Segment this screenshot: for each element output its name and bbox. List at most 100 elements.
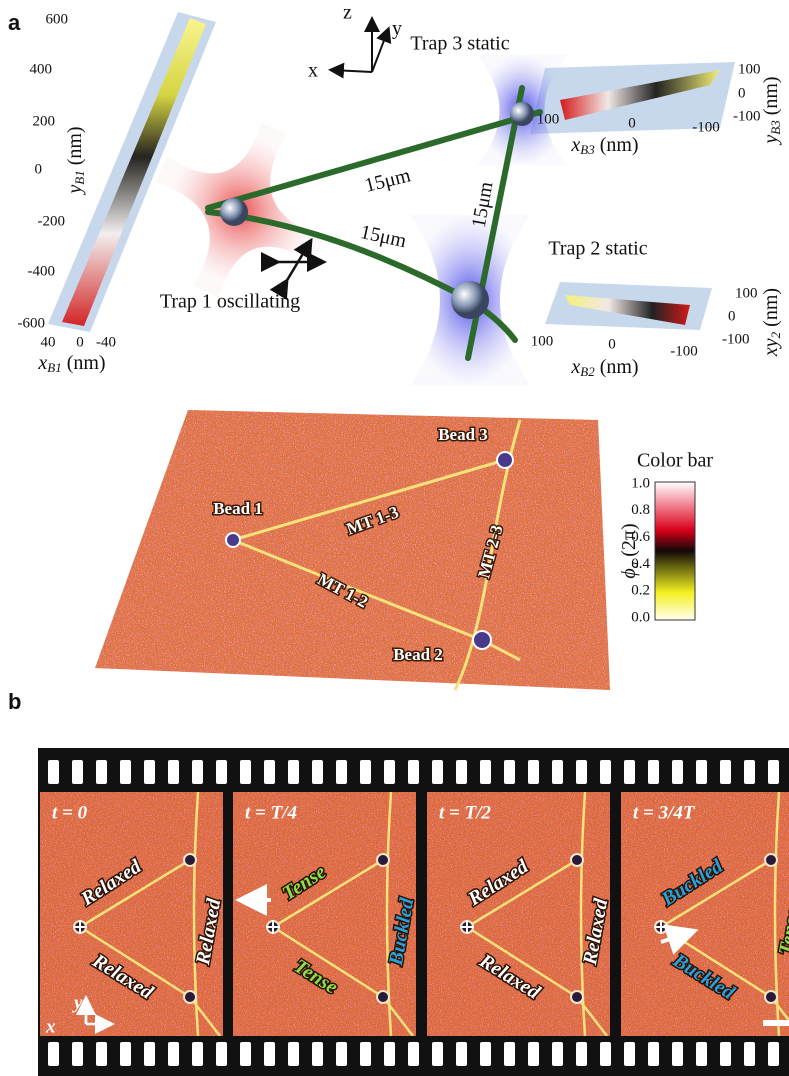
bead	[765, 854, 777, 866]
sprocket-hole	[240, 760, 251, 784]
time-label: t = T/4	[245, 802, 297, 823]
sprocket-hole	[264, 1042, 275, 1066]
sprocket-hole	[672, 1042, 683, 1066]
sprocket-hole	[432, 760, 443, 784]
sprocket-hole	[528, 760, 539, 784]
sprocket-hole	[48, 760, 59, 784]
axis-name: y	[392, 18, 402, 40]
tick-label: 100	[735, 285, 758, 301]
colorbar	[655, 482, 695, 620]
tick-label: 0	[628, 115, 636, 131]
sprocket-hole	[552, 760, 563, 784]
sprocket-hole	[168, 1042, 179, 1066]
distance-label: 15μm	[358, 221, 408, 252]
tick-label: 100	[531, 333, 554, 349]
tick-label: -100	[733, 108, 761, 124]
tick-label: 0	[76, 334, 84, 350]
tick-label: 0	[738, 85, 746, 101]
sprocket-hole	[720, 760, 731, 784]
bead	[571, 991, 583, 1003]
axis-label: xB2(nm)	[570, 356, 638, 379]
sprocket-hole	[120, 1042, 131, 1066]
sprocket-hole	[72, 760, 83, 784]
axis-label: yB3(nm)	[760, 76, 783, 145]
bead-label: Bead 3	[438, 425, 488, 444]
time-label: t = 0	[52, 802, 88, 823]
trap-label: Trap 2 static	[548, 238, 647, 260]
tick-label: 0	[728, 308, 736, 324]
sprocket-hole	[600, 760, 611, 784]
bead-label: Bead 2	[393, 645, 443, 664]
tick-label: 200	[33, 113, 56, 129]
sprocket-hole	[504, 1042, 515, 1066]
trap-label: Trap 3 static	[410, 33, 509, 55]
image-noise	[90, 405, 615, 695]
sprocket-hole	[360, 1042, 371, 1066]
tick-label: 600	[46, 11, 69, 27]
sprocket-hole	[768, 760, 779, 784]
tick-label: 100	[738, 61, 761, 77]
tick-label: 40	[41, 334, 56, 350]
colorbar-tick-label: 0.0	[631, 609, 650, 625]
tick-label: 0	[608, 336, 616, 352]
tick-label: 400	[30, 61, 53, 77]
axis-label: xB3(nm)	[570, 134, 638, 157]
time-label: t = 3/4T	[633, 802, 696, 823]
axis-variable: xy	[760, 338, 782, 357]
distance-label: 15μm	[363, 164, 414, 197]
sprocket-hole	[96, 760, 107, 784]
axis-subscript: B1	[47, 360, 61, 375]
sprocket-hole	[144, 1042, 155, 1066]
tick-label: -200	[38, 213, 66, 229]
tick-label: 0	[35, 161, 43, 177]
axis-variable: x	[37, 352, 47, 374]
axis-unit: (nm)	[600, 356, 639, 378]
colorbar-tick-label: 0.2	[631, 583, 650, 599]
sprocket-hole	[768, 1042, 779, 1066]
tick-label: -100	[692, 119, 720, 135]
bead	[377, 854, 389, 866]
axis-subscript: 2	[768, 331, 783, 338]
sprocket-hole	[72, 1042, 83, 1066]
sprocket-hole	[336, 1042, 347, 1066]
sprocket-hole	[336, 760, 347, 784]
bead	[571, 854, 583, 866]
bead	[510, 102, 534, 126]
axis-label: yB1(nm)	[64, 126, 87, 195]
sprocket-hole	[408, 760, 419, 784]
sprocket-hole	[624, 1042, 635, 1066]
axis-variable: y	[760, 135, 782, 146]
axis-name: x	[308, 60, 318, 82]
tick-label: 100	[537, 111, 560, 127]
axis-name: y	[72, 992, 83, 1013]
axis-subscript: B2	[580, 364, 595, 379]
sprocket-hole	[48, 1042, 59, 1066]
sprocket-hole	[480, 1042, 491, 1066]
frames: t = 0RelaxedRelaxedRelaxedyxt = T/4Tense…	[40, 792, 789, 1037]
sprocket-hole	[96, 1042, 107, 1066]
bead	[220, 198, 248, 226]
tick-label: -40	[96, 334, 116, 350]
sprocket-hole	[504, 760, 515, 784]
tick-label: -100	[670, 343, 698, 359]
sprocket-hole	[720, 1042, 731, 1066]
tick-label: -400	[28, 263, 56, 279]
bead	[184, 854, 196, 866]
sprocket-hole	[696, 760, 707, 784]
axis-label: xB1(nm)	[37, 352, 105, 375]
sprocket-hole	[168, 760, 179, 784]
axis-name: z	[343, 2, 352, 24]
sprocket-hole	[216, 760, 227, 784]
panel-label: a	[8, 10, 21, 35]
tick-label: -600	[18, 315, 46, 331]
axis-unit: (nm)	[600, 134, 639, 156]
axis-unit: (nm)	[760, 288, 782, 327]
sprocket-hole	[312, 1042, 323, 1066]
sprocket-hole	[384, 1042, 395, 1066]
sprocket-hole	[240, 1042, 251, 1066]
sprocket-hole	[120, 760, 131, 784]
axes-icon	[332, 20, 388, 72]
sprocket-hole	[576, 760, 587, 784]
